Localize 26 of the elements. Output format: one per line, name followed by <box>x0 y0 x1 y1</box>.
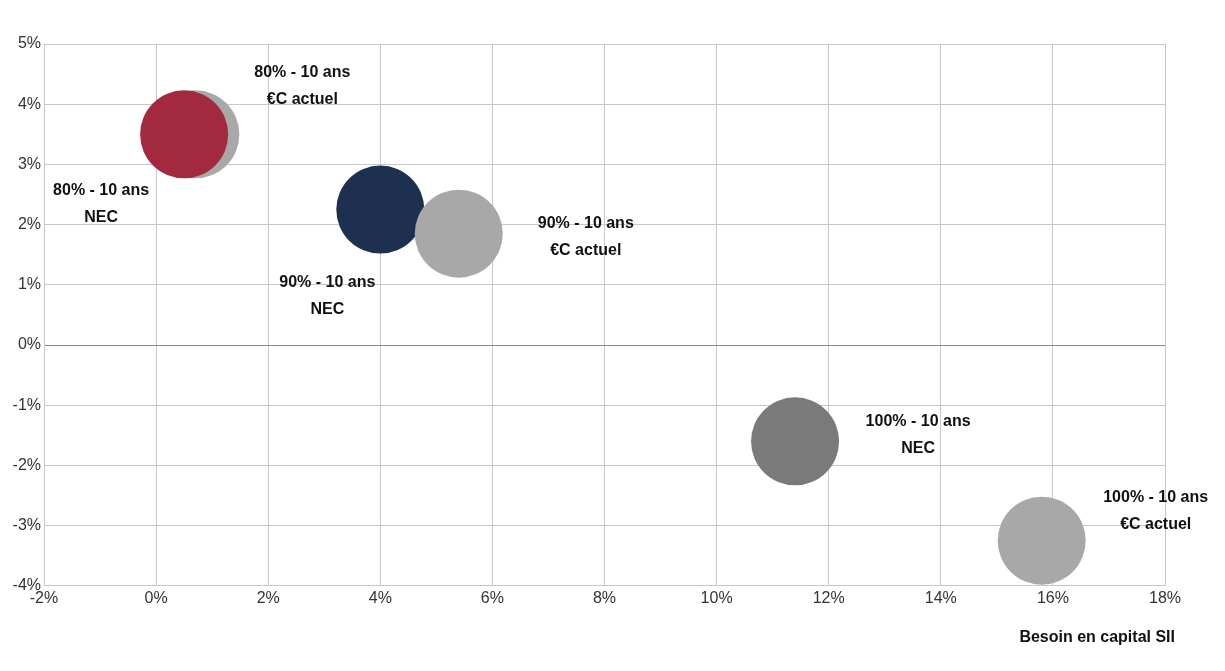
x-tick-label: 12% <box>812 588 845 606</box>
y-tick-label: 5% <box>17 34 41 52</box>
x-tick-label: 2% <box>256 588 280 606</box>
x-tick-label: 4% <box>368 588 392 606</box>
y-tick-label: 3% <box>17 154 41 172</box>
y-tick-label: -3% <box>12 516 41 534</box>
x-tick-label: 16% <box>1036 588 1069 606</box>
y-tick-label: -2% <box>12 455 41 473</box>
series-label: 100% - 10 ans NEC <box>865 412 971 457</box>
x-tick-label: 14% <box>924 588 957 606</box>
x-tick-label: 10% <box>700 588 733 606</box>
y-tick-label: 2% <box>17 215 41 233</box>
y-tick-label: 1% <box>17 275 41 293</box>
series-label: 80% - 10 ans NEC <box>53 181 150 226</box>
y-tick-label: 0% <box>17 335 41 353</box>
x-tick-label: 6% <box>480 588 504 606</box>
x-tick-label: 8% <box>592 588 617 606</box>
x-axis-title: Besoin en capital SII <box>1019 628 1175 646</box>
series-label: 80% - 10 ans €C actuel <box>254 63 351 108</box>
x-tick-label: 0% <box>144 588 168 606</box>
series-label: 90% - 10 ans NEC <box>279 273 376 318</box>
y-tick-label: 4% <box>17 94 41 112</box>
y-tick-label: -1% <box>12 395 41 413</box>
x-tick-label: 18% <box>1148 588 1182 606</box>
text: 90% - 10 ans €C actuel <box>537 213 634 258</box>
series-label: 100% - 10 ans €C actuel <box>1103 487 1209 532</box>
